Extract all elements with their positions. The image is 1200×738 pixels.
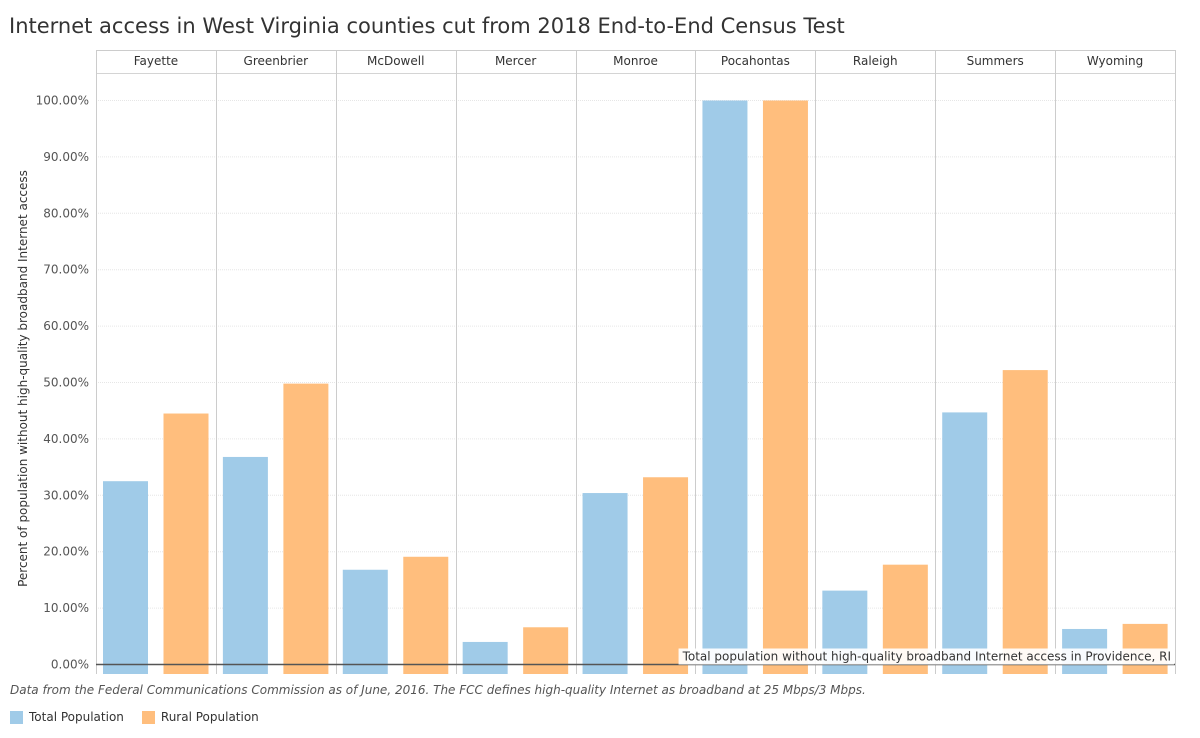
y-tick-label: 70.00% <box>43 263 89 277</box>
legend-swatch-total <box>10 710 23 724</box>
bar-total-summers <box>942 412 988 674</box>
county-header-label: Raleigh <box>853 54 898 68</box>
bar-total-pocahontas <box>702 100 748 674</box>
county-header-label: Summers <box>967 54 1024 68</box>
legend: Total Population Rural Population <box>10 710 259 724</box>
reference-line-label-background <box>678 648 1174 665</box>
bar-rural-monroe <box>643 477 689 674</box>
county-panels: Fayette Greenbrier McDowell Mercer Monroe Poc… <box>96 50 1176 674</box>
county-header-label: Greenbrier <box>244 54 309 68</box>
county-header-label: Wyoming <box>1087 54 1143 68</box>
bar-total-mercer <box>462 641 508 674</box>
bar-total-fayette <box>103 481 148 674</box>
legend-swatch-rural <box>141 710 155 724</box>
y-axis: 0.00% 10.00% 20.00% 30.00% 40.00% 50.00% 60.00… <box>16 94 89 672</box>
y-tick-label: 10.00% <box>43 601 89 615</box>
bar-rural-pocahontas <box>762 100 808 674</box>
y-tick-label: 50.00% <box>43 376 89 390</box>
y-axis-title: Percent of population without high-quali… <box>16 170 30 587</box>
bar-rural-summers <box>1002 370 1048 674</box>
legend-item-rural[interactable]: Rural Population <box>141 710 259 724</box>
y-tick-label: 60.00% <box>43 319 89 333</box>
county-header-label: Fayette <box>134 54 178 68</box>
bar-rural-mcdowell <box>403 556 449 674</box>
bar-rural-greenbrier <box>283 383 329 674</box>
footnote: Data from the Federal Communications Com… <box>10 683 866 697</box>
bars <box>103 100 1168 674</box>
y-tick-label: 0.00% <box>51 658 89 672</box>
bar-total-monroe <box>582 493 628 674</box>
bar-total-mcdowell <box>342 569 388 674</box>
bar-rural-mercer <box>523 627 569 674</box>
reference-line-label: Total population without high-quality br… <box>682 650 1171 664</box>
county-header-label: Pocahontas <box>721 54 790 68</box>
y-tick-label: 80.00% <box>43 206 89 220</box>
y-tick-label: 40.00% <box>43 432 89 446</box>
legend-label-rural: Rural Population <box>160 710 259 724</box>
y-tick-label: 30.00% <box>43 488 89 502</box>
bar-total-greenbrier <box>222 456 268 674</box>
bar-chart: Fayette Greenbrier McDowell Mercer Monroe Poc… <box>16 50 1176 674</box>
y-tick-label: 20.00% <box>43 545 89 559</box>
county-header-label: Mercer <box>495 54 536 68</box>
y-tick-label: 100.00% <box>36 94 89 108</box>
y-tick-label: 90.00% <box>43 150 89 164</box>
county-header-label: Monroe <box>613 54 658 68</box>
reference-line-group: Total population without high-quality br… <box>96 648 1175 666</box>
legend-item-total[interactable]: Total Population <box>10 710 124 724</box>
bar-rural-fayette <box>163 413 209 674</box>
chart-title: Internet access in West Virginia countie… <box>9 14 845 38</box>
legend-label-total: Total Population <box>29 710 124 724</box>
county-header-label: McDowell <box>367 54 424 68</box>
